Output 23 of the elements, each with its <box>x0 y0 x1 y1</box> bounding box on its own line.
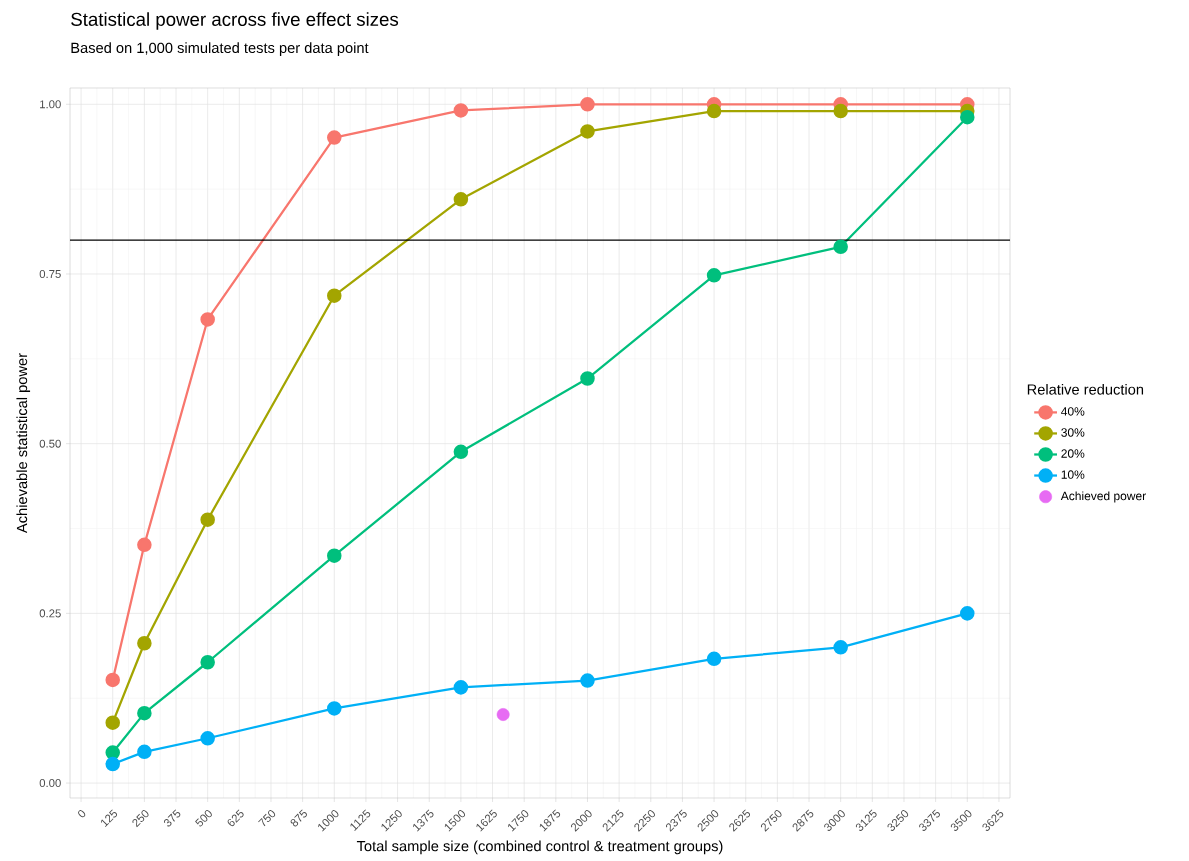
x-tick-label: 500 <box>195 810 212 827</box>
x-tick-label: 0 <box>78 810 86 818</box>
legend-label: Achieved power <box>1060 491 1146 503</box>
legend-title: Relative reduction <box>1027 383 1144 395</box>
y-tick-label: 0.00 <box>39 779 61 788</box>
chart-title: Statistical power across five effect sizes <box>71 12 399 30</box>
x-axis-title: Total sample size (combined control & treatment groups) <box>356 840 723 855</box>
x-tick-label: 625 <box>227 809 244 827</box>
x-tick-label: 125 <box>101 809 118 828</box>
x-tick-label: 375 <box>163 809 181 827</box>
x-tick-label: 875 <box>290 809 307 827</box>
x-tick-label: 750 <box>258 810 276 827</box>
y-tick-label: 0.25 <box>39 609 61 618</box>
y-tick-label: 0.75 <box>39 269 61 278</box>
chart-subtitle: Based on 1,000 simulated tests per data point <box>71 42 369 56</box>
legend-label: 10% <box>1061 470 1085 479</box>
y-axis-title: Achievable statistical power <box>16 353 31 534</box>
legend-label: 40% <box>1061 407 1085 416</box>
x-tick-label: 250 <box>132 810 149 828</box>
y-tick-label: 0.50 <box>39 439 61 448</box>
y-tick-label: 1.00 <box>40 100 61 109</box>
legend-label: 20% <box>1061 449 1085 458</box>
legend-label: 30% <box>1061 428 1085 437</box>
